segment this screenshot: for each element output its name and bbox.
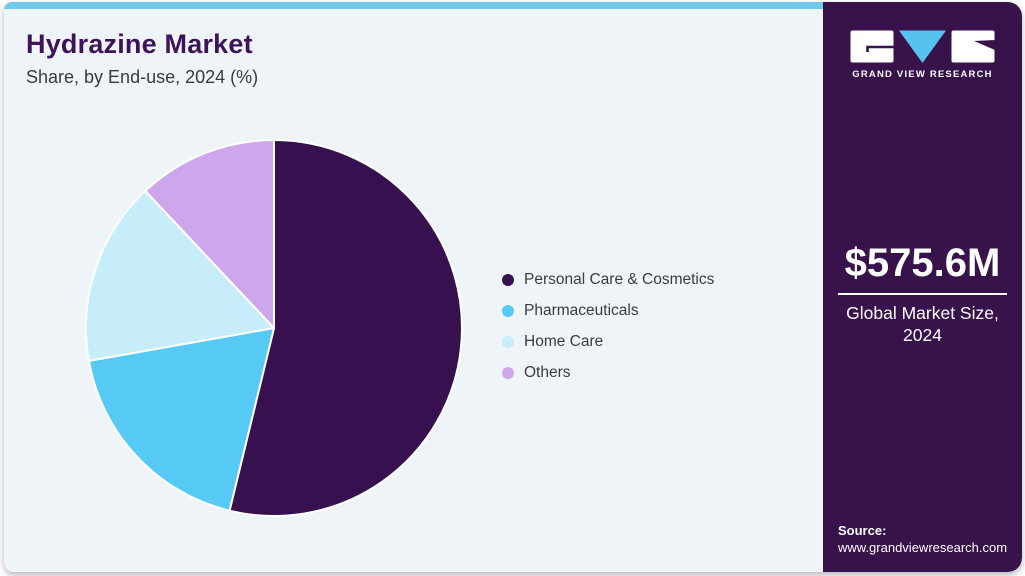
logo-v-triangle-icon: [899, 30, 946, 63]
source-url: www.grandviewresearch.com: [838, 540, 1008, 556]
pie-slice-others: [144, 139, 275, 329]
legend-swatch-icon: [502, 335, 514, 348]
report-card: Hydrazine Market Share, by End-use, 2024…: [4, 2, 1022, 572]
sidebar: GRAND VIEW RESEARCH $575.6M Global Marke…: [823, 2, 1022, 572]
pie-slice-personal-care-cosmetics: [228, 139, 463, 517]
chart-panel: Hydrazine Market Share, by End-use, 2024…: [4, 2, 823, 572]
source-block: Source: www.grandviewresearch.com: [838, 523, 1007, 557]
pie-chart: [84, 139, 463, 517]
market-size-value: $575.6M: [844, 241, 1001, 285]
legend-label: Others: [524, 363, 571, 381]
pie-slice-pharmaceuticals: [87, 327, 275, 512]
legend: Personal Care & Cosmetics Pharmaceuticals…: [502, 264, 714, 388]
page-subtitle: Share, by End-use, 2024 (%): [26, 67, 259, 87]
pie-chart-container: [84, 138, 464, 518]
market-size-block: $575.6M Global Market Size, 2024: [823, 242, 1022, 347]
page-title: Hydrazine Market: [26, 29, 253, 59]
source-label: Source:: [838, 523, 887, 539]
gvr-logo-icon: [850, 30, 995, 63]
divider: [838, 293, 1007, 295]
chart-header: Hydrazine Market Share, by End-use, 2024…: [26, 29, 258, 88]
legend-label: Pharmaceuticals: [524, 301, 639, 319]
legend-swatch-icon: [502, 366, 514, 379]
legend-label: Personal Care & Cosmetics: [524, 270, 715, 288]
legend-label: Home Care: [524, 332, 604, 350]
brand-name: GRAND VIEW RESEARCH: [852, 69, 993, 80]
legend-item: Home Care: [502, 326, 714, 357]
logo-r-mark: [974, 40, 995, 50]
legend-item: Pharmaceuticals: [502, 295, 714, 326]
legend-swatch-icon: [502, 273, 514, 286]
accent-top-bar: [4, 2, 823, 9]
legend-item: Others: [502, 357, 714, 388]
legend-item: Personal Care & Cosmetics: [502, 264, 714, 295]
market-size-label: Global Market Size, 2024: [846, 303, 999, 345]
logo-g-mark: [866, 45, 894, 52]
brand-logo: GRAND VIEW RESEARCH: [823, 30, 1022, 80]
pie-slice-home-care: [84, 189, 275, 362]
legend-swatch-icon: [502, 304, 514, 317]
logo-r-box: [951, 30, 995, 63]
